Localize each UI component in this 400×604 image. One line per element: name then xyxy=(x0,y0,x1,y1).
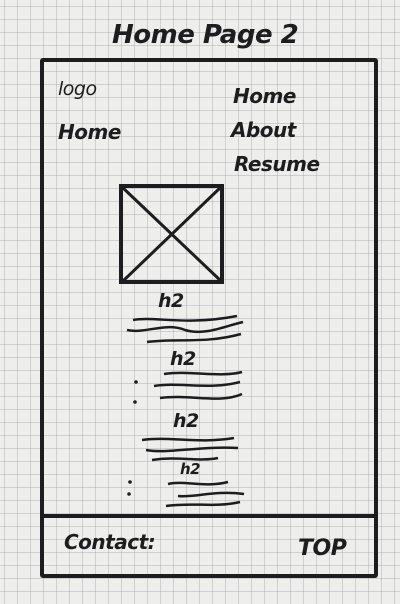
page-title: Home Page 2 xyxy=(112,20,299,50)
wireframe-frame xyxy=(40,58,378,578)
text-lines xyxy=(141,436,239,462)
nav-item-home[interactable]: Home xyxy=(233,84,296,108)
text-lines xyxy=(126,314,244,344)
section-heading: h2 xyxy=(170,348,196,370)
section-heading: h2 xyxy=(158,290,184,312)
text-lines xyxy=(133,370,243,404)
nav-item-about[interactable]: About xyxy=(231,118,296,142)
section-heading: h2 xyxy=(173,410,199,432)
nav-item-resume[interactable]: Resume xyxy=(234,152,320,176)
top-link[interactable]: TOP xyxy=(298,536,347,561)
home-link-left[interactable]: Home xyxy=(58,120,121,144)
section-heading: h2 xyxy=(180,460,201,478)
logo: logo xyxy=(58,78,97,100)
text-lines xyxy=(127,480,245,508)
image-placeholder-icon xyxy=(119,184,224,284)
contact-label: Contact: xyxy=(64,530,156,554)
footer-divider xyxy=(40,514,378,518)
